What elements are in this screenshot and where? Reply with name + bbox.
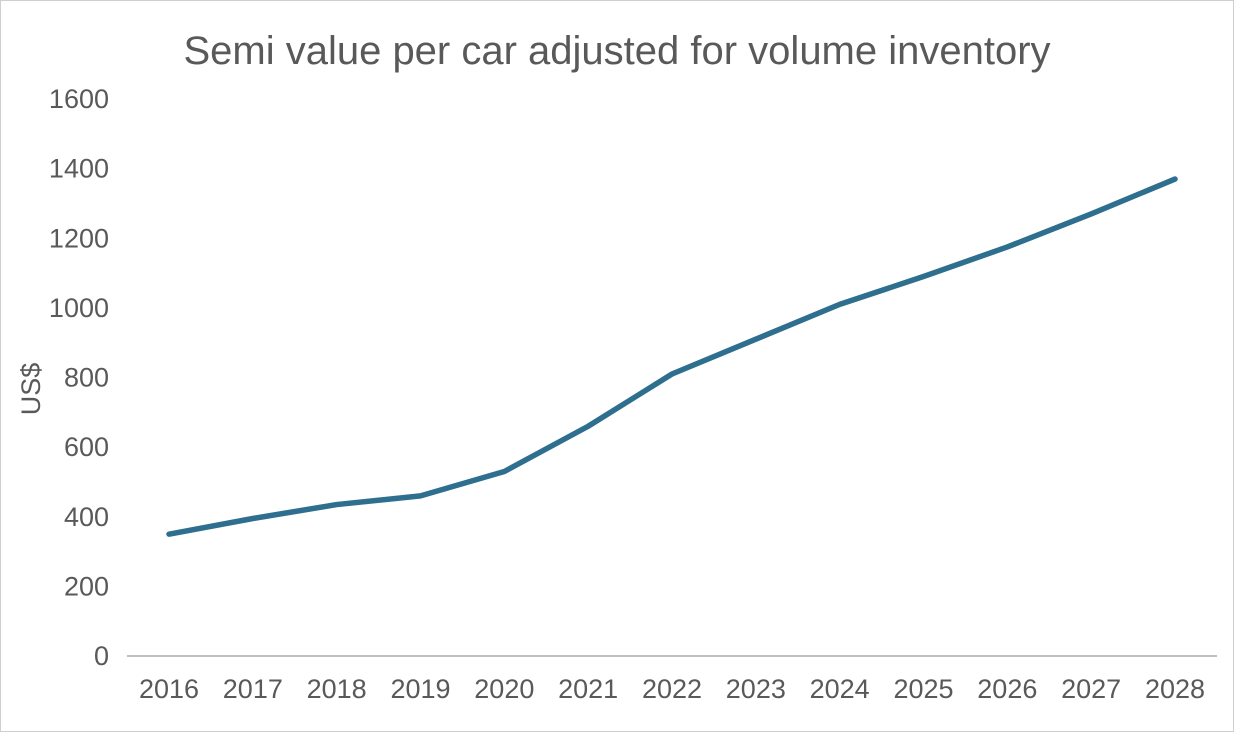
y-tick-label: 1200 [49, 223, 109, 253]
line-series [166, 176, 1178, 537]
y-tick-label: 200 [64, 571, 109, 601]
x-tick-label: 2019 [390, 674, 450, 704]
x-tick-label: 2020 [474, 674, 534, 704]
x-tick-label: 2016 [139, 674, 199, 704]
x-tick-label: 2027 [1061, 674, 1121, 704]
x-tick-label: 2023 [726, 674, 786, 704]
x-tick-label: 2026 [977, 674, 1037, 704]
chart-title: Semi value per car adjusted for volume i… [183, 29, 1051, 73]
x-tick-label: 2022 [642, 674, 702, 704]
y-tick-label: 600 [64, 432, 109, 462]
y-tick-label: 0 [94, 641, 109, 671]
x-tick-label: 2025 [893, 674, 953, 704]
y-tick-label: 400 [64, 502, 109, 532]
x-tick-label: 2024 [810, 674, 870, 704]
x-tick-label: 2018 [307, 674, 367, 704]
y-axis-label: US$ [16, 362, 46, 416]
x-tick-label: 2021 [558, 674, 618, 704]
y-tick-label: 1000 [49, 293, 109, 323]
x-tick-label: 2017 [223, 674, 283, 704]
y-tick-label: 1400 [49, 154, 109, 184]
y-tick-label: 1600 [49, 84, 109, 114]
x-tick-label: 2028 [1145, 674, 1205, 704]
y-tick-label: 800 [64, 363, 109, 393]
